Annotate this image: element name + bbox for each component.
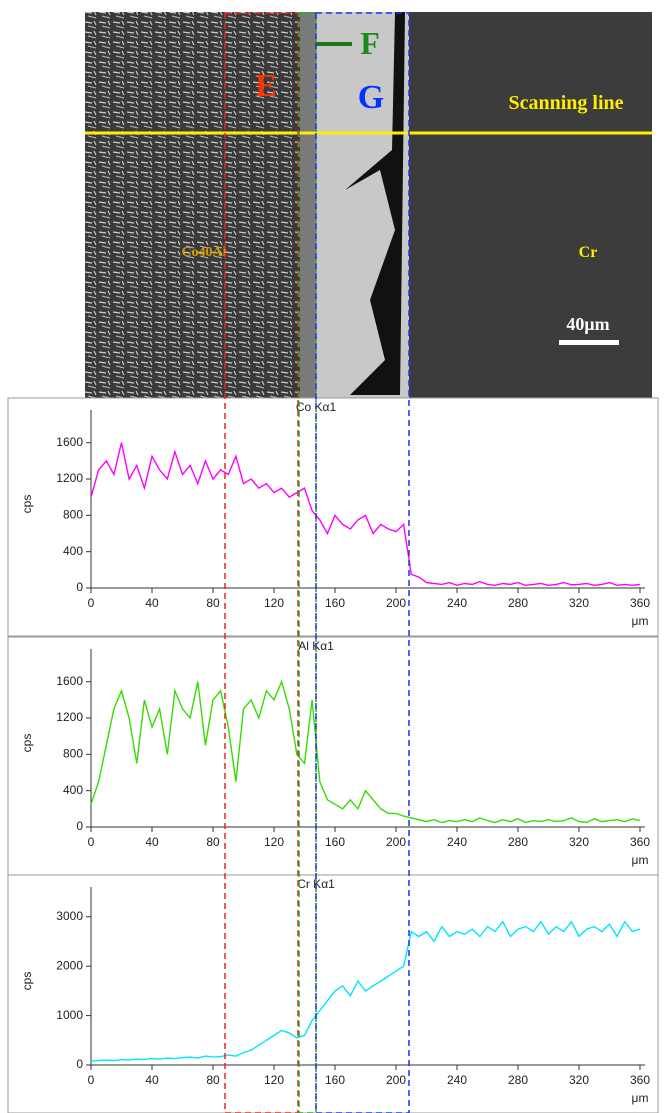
- x-tick-label: 120: [264, 596, 284, 610]
- x-tick-label: 200: [386, 1073, 406, 1087]
- layer-f: [300, 12, 316, 400]
- x-tick-label: 160: [325, 1073, 345, 1087]
- x-tick-label: 360: [630, 835, 650, 849]
- x-tick-label: 240: [447, 1073, 467, 1087]
- y-tick-label: 800: [63, 747, 83, 761]
- x-axis-label: μm: [632, 853, 649, 867]
- x-tick-label: 160: [325, 596, 345, 610]
- y-tick-label: 1600: [56, 674, 83, 688]
- x-tick-label: 80: [206, 1073, 220, 1087]
- data-line: [90, 442, 641, 587]
- cr-region: [409, 12, 652, 400]
- x-tick-label: 320: [569, 835, 589, 849]
- label-cr: Cr: [579, 244, 598, 261]
- y-tick-label: 1000: [56, 1008, 83, 1022]
- x-tick-label: 0: [88, 1073, 95, 1087]
- x-tick-label: 280: [508, 596, 528, 610]
- y-tick-label: 1200: [56, 471, 83, 485]
- label-g: G: [358, 79, 384, 116]
- guide-e: [224, 12, 299, 1113]
- scale-bar: [559, 340, 619, 345]
- x-tick-label: 240: [447, 835, 467, 849]
- x-tick-label: 240: [447, 596, 467, 610]
- label-f: F: [360, 25, 380, 61]
- y-axis-label: cps: [20, 495, 34, 514]
- x-tick-label: 360: [630, 1073, 650, 1087]
- x-axis-label: μm: [632, 1091, 649, 1105]
- y-tick-label: 0: [76, 1057, 83, 1071]
- label-scan: Scanning line: [508, 92, 623, 114]
- label-e: E: [255, 67, 276, 103]
- data-line: [90, 920, 641, 1062]
- y-tick-label: 1200: [56, 710, 83, 724]
- y-tick-label: 0: [76, 580, 83, 594]
- x-tick-label: 120: [264, 835, 284, 849]
- x-tick-label: 0: [88, 596, 95, 610]
- x-tick-label: 200: [386, 835, 406, 849]
- panel: [7, 636, 659, 876]
- alloy-region: [85, 12, 300, 400]
- crack: [345, 12, 405, 395]
- x-tick-label: 40: [145, 835, 159, 849]
- y-tick-label: 2000: [56, 958, 83, 972]
- x-tick-label: 320: [569, 596, 589, 610]
- y-tick-label: 800: [63, 508, 83, 522]
- y-tick-label: 400: [63, 783, 83, 797]
- y-tick-label: 3000: [56, 909, 83, 923]
- x-tick-label: 160: [325, 835, 345, 849]
- panel: [7, 397, 659, 637]
- y-tick-label: 1600: [56, 435, 83, 449]
- x-tick-label: 80: [206, 835, 220, 849]
- guide-g: [315, 12, 410, 1113]
- label-alloy: Co40Al: [181, 245, 226, 260]
- x-tick-label: 360: [630, 596, 650, 610]
- micrograph: E F G Scanning line Co40Al Cr 40μm: [85, 12, 652, 400]
- x-tick-label: 40: [145, 596, 159, 610]
- y-tick-label: 0: [76, 819, 83, 833]
- x-tick-label: 200: [386, 596, 406, 610]
- x-tick-label: 280: [508, 835, 528, 849]
- y-tick-label: 400: [63, 544, 83, 558]
- region-guides: [224, 12, 410, 1113]
- y-axis-label: cps: [20, 734, 34, 753]
- x-tick-label: 280: [508, 1073, 528, 1087]
- x-tick-label: 80: [206, 596, 220, 610]
- x-tick-label: 120: [264, 1073, 284, 1087]
- guide-f: [298, 12, 317, 1113]
- x-axis-label: μm: [632, 614, 649, 628]
- x-tick-label: 320: [569, 1073, 589, 1087]
- data-line: [90, 679, 641, 824]
- y-axis-label: cps: [20, 972, 34, 991]
- label-scale: 40μm: [566, 314, 609, 334]
- x-tick-label: 0: [88, 835, 95, 849]
- x-tick-label: 40: [145, 1073, 159, 1087]
